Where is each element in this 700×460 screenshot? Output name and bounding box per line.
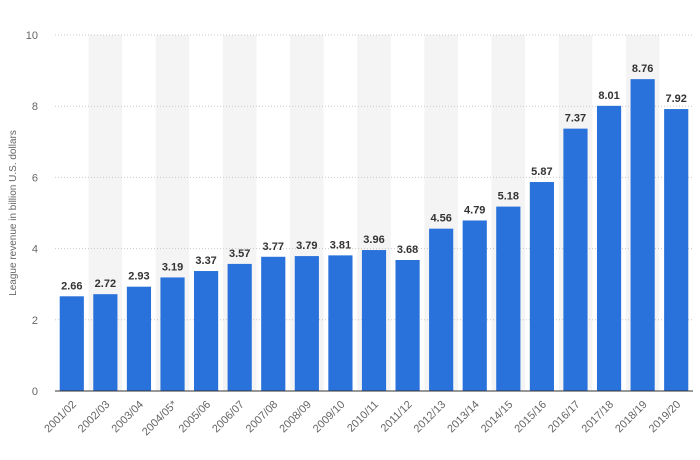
bar bbox=[529, 182, 554, 391]
bar bbox=[361, 250, 387, 391]
data-label: 4.79 bbox=[464, 204, 485, 216]
bar bbox=[227, 263, 252, 391]
x-tick-label: 2014/15 bbox=[479, 399, 516, 436]
x-axis-ticks: 2001/022002/032003/042004/05*2005/062006… bbox=[42, 398, 683, 438]
x-tick-label: 2017/18 bbox=[580, 399, 617, 436]
bar bbox=[59, 296, 84, 391]
y-tick-label: 6 bbox=[32, 172, 38, 184]
data-label: 2.72 bbox=[95, 278, 116, 290]
data-label: 5.18 bbox=[498, 191, 519, 203]
y-tick-label: 4 bbox=[32, 244, 38, 256]
bar bbox=[563, 128, 588, 392]
data-label: 5.87 bbox=[531, 166, 552, 178]
data-label: 3.79 bbox=[296, 240, 317, 252]
x-tick-label: 2019/20 bbox=[647, 399, 684, 436]
bars bbox=[59, 79, 689, 392]
data-label: 3.37 bbox=[195, 255, 216, 267]
bar bbox=[395, 259, 420, 391]
bar bbox=[93, 294, 118, 391]
y-tick-label: 10 bbox=[26, 30, 38, 42]
x-tick-label: 2015/16 bbox=[512, 399, 549, 436]
y-tick-label: 2 bbox=[32, 315, 38, 327]
x-tick-label: 2001/02 bbox=[42, 399, 79, 436]
bar bbox=[429, 228, 454, 391]
x-tick-label: 2013/14 bbox=[445, 399, 482, 436]
x-tick-label: 2004/05* bbox=[140, 398, 180, 438]
x-tick-label: 2011/12 bbox=[379, 399, 415, 435]
bar bbox=[160, 277, 185, 391]
bar bbox=[328, 255, 353, 391]
x-tick-label: 2009/10 bbox=[311, 399, 348, 436]
y-axis-ticks: 0 2 4 6 8 10 bbox=[26, 30, 38, 398]
data-label: 2.66 bbox=[61, 280, 82, 292]
value-labels: 2.66 2.72 2.93 3.19 3.37 3.57 3.77 3.79 3.81 3.96… bbox=[61, 63, 687, 292]
bar bbox=[496, 206, 521, 391]
x-tick-label: 2005/06 bbox=[177, 399, 214, 436]
data-label: 3.77 bbox=[263, 241, 284, 253]
x-tick-label: 2018/19 bbox=[613, 399, 650, 436]
y-tick-label: 8 bbox=[32, 101, 38, 113]
data-label: 3.96 bbox=[363, 234, 384, 246]
bar bbox=[462, 220, 487, 391]
data-label: 7.92 bbox=[665, 93, 686, 105]
y-axis-title: League revenue in billion U.S. dollars bbox=[8, 130, 19, 296]
x-tick-label: 2008/09 bbox=[277, 399, 314, 436]
bar bbox=[630, 79, 655, 392]
bar bbox=[261, 256, 286, 391]
bar bbox=[664, 109, 689, 391]
data-label: 2.93 bbox=[128, 271, 149, 283]
x-tick-label: 2006/07 bbox=[210, 399, 247, 436]
bar bbox=[596, 105, 622, 392]
x-tick-label: 2007/08 bbox=[244, 399, 281, 436]
bar bbox=[126, 286, 152, 391]
data-label: 3.57 bbox=[229, 248, 250, 260]
x-tick-label: 2010/11 bbox=[345, 399, 381, 435]
data-label: 4.56 bbox=[430, 213, 451, 225]
x-tick-label: 2016/17 bbox=[546, 399, 583, 436]
data-label: 8.76 bbox=[632, 63, 653, 75]
data-label: 3.81 bbox=[330, 239, 351, 251]
data-label: 3.68 bbox=[397, 244, 418, 256]
data-label: 3.19 bbox=[162, 261, 183, 273]
data-label: 8.01 bbox=[598, 90, 619, 102]
bar bbox=[294, 256, 319, 391]
x-tick-label: 2002/03 bbox=[76, 399, 113, 436]
x-tick-label: 2012/13 bbox=[412, 399, 449, 436]
bar bbox=[194, 271, 219, 391]
y-tick-label: 0 bbox=[32, 386, 38, 398]
data-label: 7.37 bbox=[565, 113, 586, 125]
